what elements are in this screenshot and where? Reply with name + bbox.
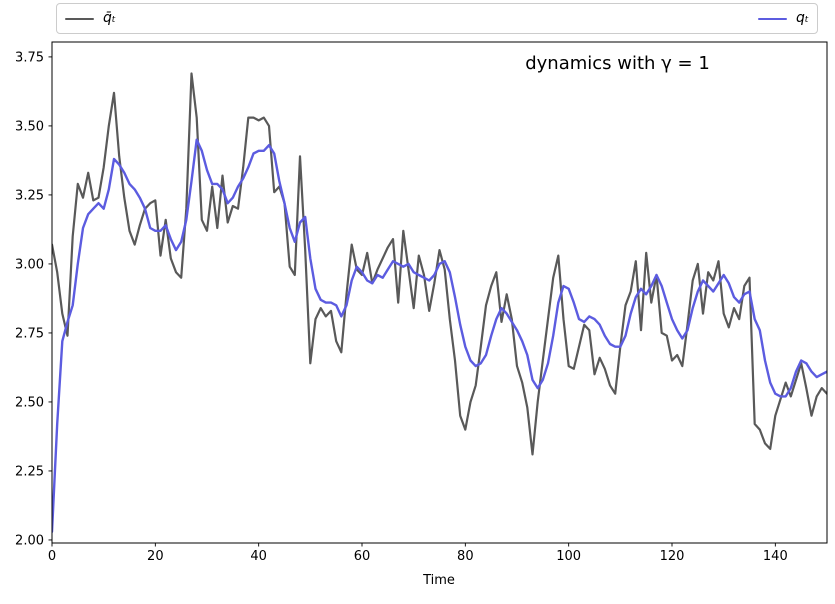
y-tick-label: 2.00 [15,533,44,548]
y-tick-label: 2.25 [15,464,44,479]
x-tick-label: 100 [556,549,581,564]
x-tick-label: 40 [250,549,267,564]
legend-line-icon [65,17,94,20]
legend: q̄ₜ qₜ [56,3,818,34]
x-tick-label: 120 [660,549,685,564]
legend-line-icon [757,17,787,20]
y-tick-label: 2.75 [15,326,44,341]
x-tick-label: 80 [457,549,474,564]
legend-entry-qbar: q̄ₜ [65,11,116,27]
x-tick-label: 60 [354,549,371,564]
x-tick-label: 0 [48,549,56,564]
x-tick-label: 140 [763,549,788,564]
y-tick-label: 3.50 [15,119,44,134]
y-tick-label: 3.25 [15,188,44,203]
series-line-q [52,138,827,533]
axes-spines [51,41,828,544]
y-tick-label: 3.75 [15,50,44,65]
y-tick-label: 3.00 [15,257,44,272]
series-line-qbar [52,72,827,456]
x-axis-label: Time [423,573,455,588]
legend-entry-q: qₜ [757,9,809,27]
legend-label-q: qₜ [795,9,809,26]
x-tick-label: 20 [147,549,164,564]
legend-label-qbar: q̄ₜ [103,9,117,26]
y-tick-label: 2.50 [15,395,44,410]
plot-annotation-title: dynamics with γ = 1 [525,53,710,74]
